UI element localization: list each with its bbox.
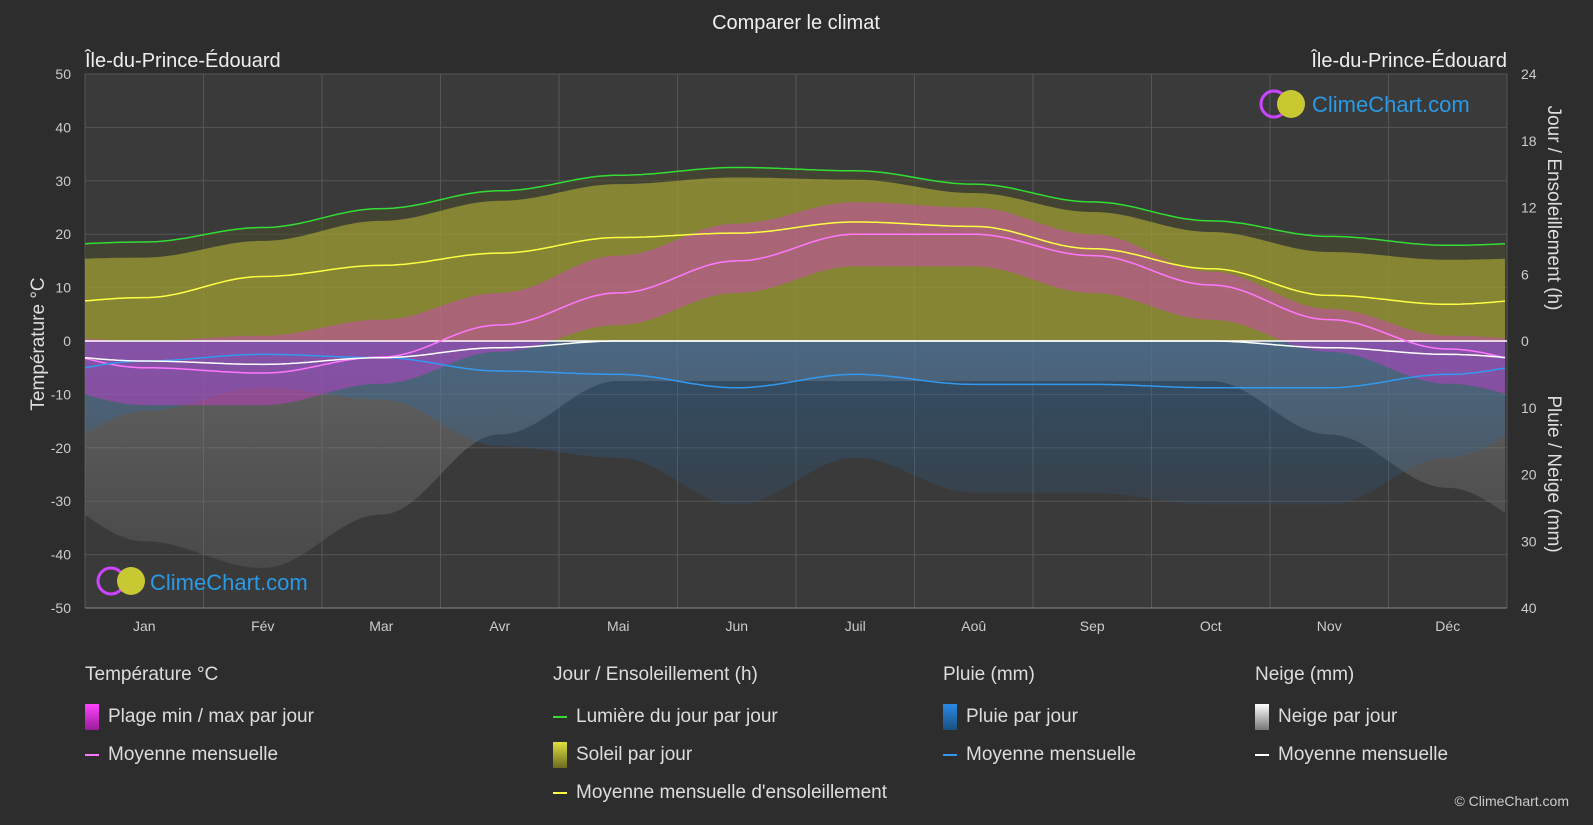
x-tick-label: Mar [369,618,393,634]
x-tick-label: Avr [489,618,510,634]
y-left-tick-label: -30 [51,493,71,509]
x-tick-label: Jun [725,618,748,634]
legend-snow-mean: Moyenne mensuelle [1255,736,1448,774]
legend-temperature: Température °C Plage min / max par jour … [85,660,314,774]
sunshine-daily-band [85,177,1505,341]
data-bands [85,167,1507,568]
snow-mean-line [84,340,1506,366]
snow-swatch [1255,704,1269,730]
copyright: © ClimeChart.com [1454,793,1569,809]
x-tick-label: Fév [251,618,274,634]
legend-temperature-header: Température °C [85,664,219,685]
x-tick-label: Déc [1435,618,1460,634]
temp-range-band [85,202,1505,406]
legend-snow-day: Neige par jour [1255,698,1448,736]
legend-rain-mean-label: Moyenne mensuelle [966,744,1137,765]
legend-temp-mean: Moyenne mensuelle [85,736,314,774]
rain-swatch [943,704,957,730]
y-left-tick-label: -10 [51,386,71,402]
legend-temp-range-label: Plage min / max par jour [108,706,314,727]
chart-legend: Température °C Plage min / max par jour … [0,660,1593,820]
sunshine-mean-swatch [553,792,567,794]
y-left-tick-label: 30 [55,173,71,189]
y-left-tick-label: -50 [51,600,71,616]
legend-rain-day: Pluie par jour [943,698,1136,736]
y-left-tick-label: 50 [55,66,71,82]
legend-sunshine-mean: Moyenne mensuelle d'ensoleillement [553,774,887,812]
y-left-tick-label: 10 [55,280,71,296]
legend-temp-range: Plage min / max par jour [85,698,314,736]
chart-title: Comparer le climat [712,12,880,34]
brand-text-top: ClimeChart.com [1312,92,1470,117]
x-tick-label: Sep [1080,618,1105,634]
temp-mean-line [84,233,1506,374]
legend-sunshine: Soleil par jour [553,736,887,774]
y-left-tick-label: 20 [55,226,71,242]
location-right: Île-du-Prince-Édouard [1310,49,1507,72]
legend-snow-mean-label: Moyenne mensuelle [1278,744,1449,765]
legend-daylight: Lumière du jour par jour [553,698,887,736]
axes: 50 40 30 20 10 0 -10 -20 -30 -40 -50 24 18 12 6 0 10 20 30… [51,66,1537,634]
y-right-tick-label: 10 [1521,400,1537,416]
logo-sun-icon [1277,90,1305,118]
daylight-swatch [553,716,567,718]
y-right-tick-label: 6 [1521,266,1529,282]
brand-logo-top: ClimeChart.com [1259,89,1470,119]
legend-snow-header: Neige (mm) [1255,664,1355,685]
x-tick-label: Nov [1317,618,1342,634]
rain-mean-swatch [943,754,957,756]
y-left-tick-label: 0 [63,333,71,349]
daylight-line [84,166,1506,247]
legend-temp-mean-label: Moyenne mensuelle [108,744,279,765]
y-right-tick-label: 18 [1521,133,1537,149]
legend-sunshine-label: Soleil par jour [576,744,693,765]
logo-sun-icon [117,567,145,595]
y-right-top-axis-label: Jour / Ensoleillement (h) [1543,106,1564,311]
y-right-tick-label: 24 [1521,66,1537,82]
rain-daily-band [85,341,1505,505]
y-left-tick-label: -40 [51,547,71,563]
y-right-tick-label: 20 [1521,467,1537,483]
y-left-tick-label: -20 [51,440,71,456]
legend-rain-header: Pluie (mm) [943,664,1035,685]
y-right-tick-label: 0 [1521,333,1529,349]
legend-rain-label: Pluie par jour [966,706,1078,727]
data-lines [84,166,1506,389]
snow-mean-swatch [1255,754,1269,756]
x-tick-label: Juil [845,618,866,634]
temp-mean-swatch [85,754,99,756]
y-right-tick-label: 30 [1521,533,1537,549]
brand-text-bottom: ClimeChart.com [150,570,308,595]
brand-logo-bottom: ClimeChart.com [96,566,308,596]
sunshine-swatch [553,742,567,768]
legend-rain: Pluie (mm) Pluie par jour Moyenne mensue… [943,660,1136,774]
sunshine-mean-line [84,221,1506,306]
legend-snow: Neige (mm) Neige par jour Moyenne mensue… [1255,660,1448,774]
legend-rain-mean: Moyenne mensuelle [943,736,1136,774]
legend-snow-label: Neige par jour [1278,706,1398,727]
x-tick-label: Jan [133,618,156,634]
x-tick-label: Mai [607,618,630,634]
legend-sun: Jour / Ensoleillement (h) Lumière du jou… [553,660,887,812]
temp-range-swatch [85,704,99,730]
location-left: Île-du-Prince-Édouard [84,49,281,72]
climate-chart: Comparer le climat Île-du-Prince-Édouard… [28,12,1564,634]
legend-sunshine-mean-label: Moyenne mensuelle d'ensoleillement [576,782,887,803]
legend-daylight-label: Lumière du jour par jour [576,706,778,727]
y-right-bottom-axis-label: Pluie / Neige (mm) [1543,395,1564,552]
y-right-tick-label: 12 [1521,200,1537,216]
x-tick-label: Aoû [961,618,986,634]
rain-mean-line [84,353,1506,389]
y-right-tick-label: 40 [1521,600,1537,616]
y-left-axis-label: Température °C [28,277,49,410]
legend-sun-header: Jour / Ensoleillement (h) [553,664,758,685]
x-tick-label: Oct [1200,618,1222,634]
y-left-tick-label: 40 [55,119,71,135]
